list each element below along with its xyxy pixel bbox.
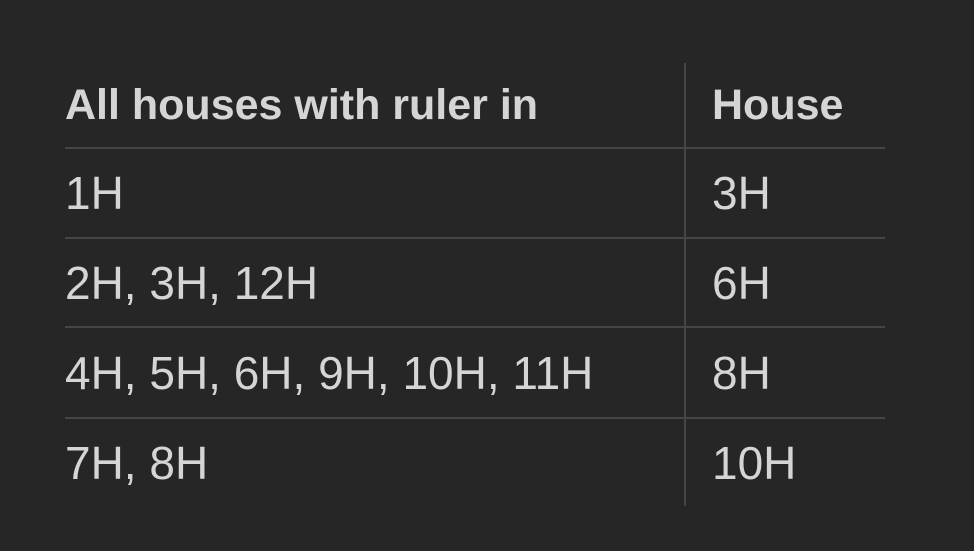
row-2-house-cell: 6H	[684, 239, 885, 328]
row-4-houses-cell: 7H, 8H	[65, 436, 209, 489]
row-3-house-cell: 8H	[684, 328, 885, 419]
row-4-house-cell: 10H	[684, 419, 885, 506]
row-2-houses-cell: 2H, 3H, 12H	[65, 239, 684, 328]
row-1-houses-cell: 1H	[65, 149, 684, 239]
header-cell-house: House	[684, 63, 885, 149]
row-3-houses-cell: 4H, 5H, 6H, 9H, 10H, 11H	[65, 328, 684, 419]
header-cell-houses-with-ruler: All houses with ruler in	[65, 63, 684, 149]
row-1-house-cell: 3H	[684, 149, 885, 239]
ruler-house-table: All houses with ruler in House 1H 3H 2H,…	[65, 63, 885, 506]
